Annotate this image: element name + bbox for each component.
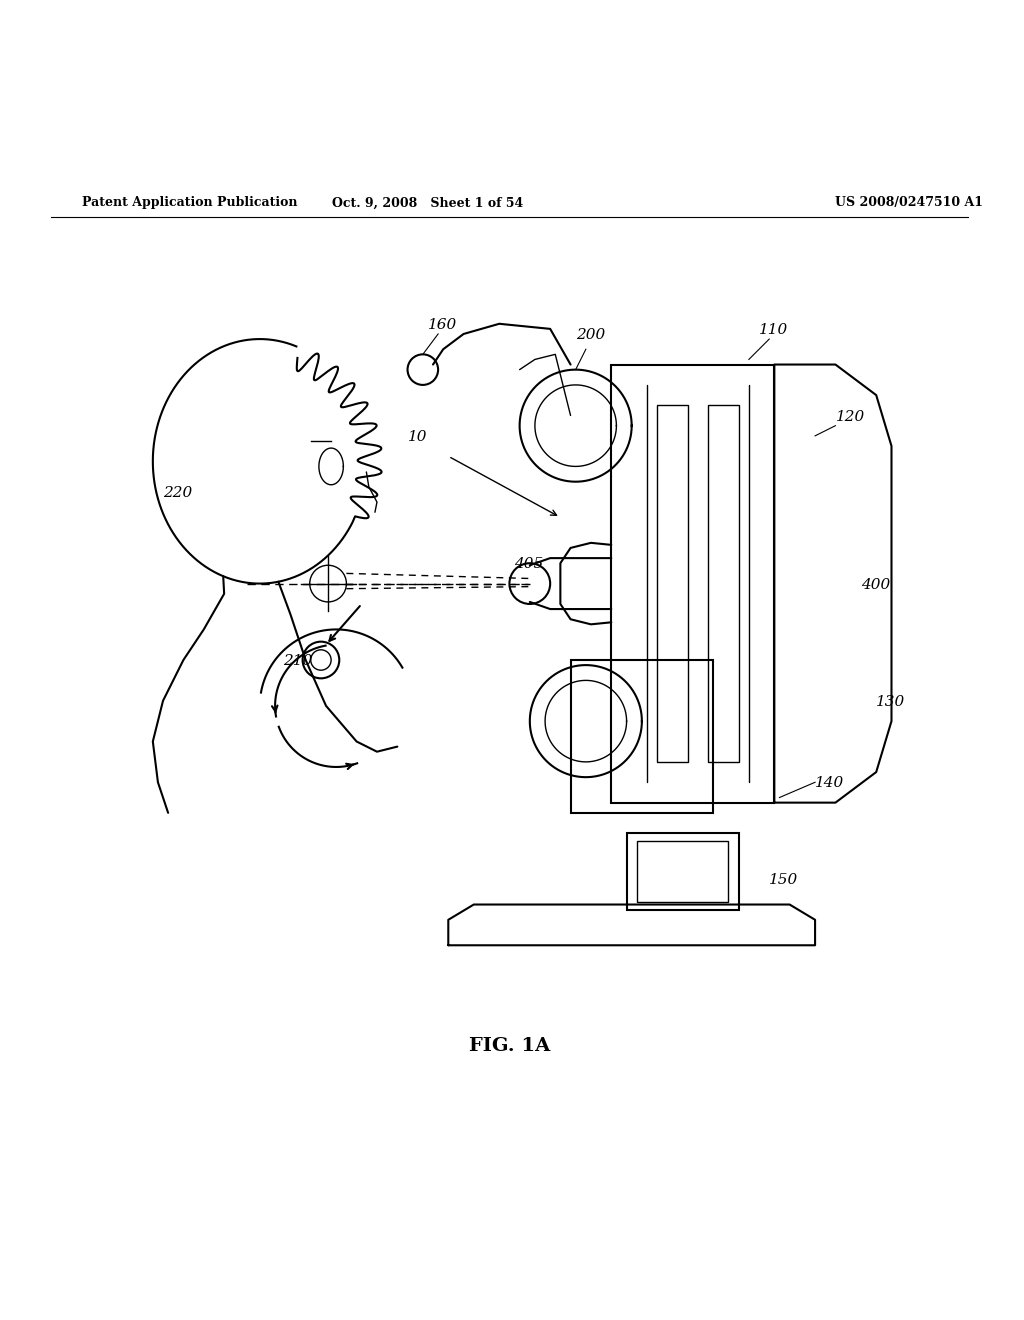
Text: 405: 405 bbox=[514, 557, 544, 572]
Text: 120: 120 bbox=[836, 409, 864, 424]
Bar bbox=[709, 405, 738, 762]
Text: 210: 210 bbox=[284, 655, 312, 668]
Text: Patent Application Publication: Patent Application Publication bbox=[82, 197, 297, 210]
Text: 10: 10 bbox=[408, 430, 427, 444]
Text: FIG. 1A: FIG. 1A bbox=[469, 1038, 550, 1055]
Bar bbox=[570, 660, 713, 813]
Bar bbox=[657, 405, 688, 762]
Text: 200: 200 bbox=[575, 329, 605, 342]
Bar bbox=[637, 841, 728, 903]
Text: US 2008/0247510 A1: US 2008/0247510 A1 bbox=[836, 197, 983, 210]
Bar bbox=[611, 364, 774, 803]
Text: 110: 110 bbox=[759, 323, 788, 337]
Text: 400: 400 bbox=[861, 578, 890, 591]
Text: 220: 220 bbox=[163, 486, 193, 500]
Text: 150: 150 bbox=[769, 873, 799, 887]
Text: 130: 130 bbox=[877, 694, 905, 709]
Text: 140: 140 bbox=[815, 776, 845, 791]
Text: Oct. 9, 2008   Sheet 1 of 54: Oct. 9, 2008 Sheet 1 of 54 bbox=[333, 197, 523, 210]
Text: 160: 160 bbox=[428, 318, 457, 331]
Bar bbox=[627, 833, 738, 909]
